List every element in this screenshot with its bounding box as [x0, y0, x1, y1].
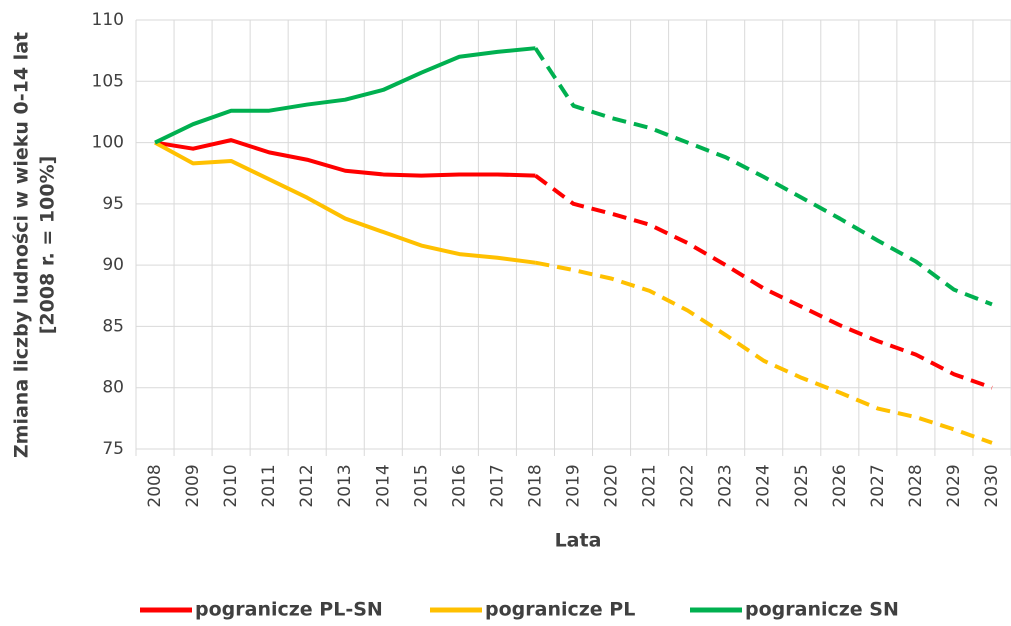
x-tick-label: 2018 [525, 464, 545, 507]
y-axis-title: [2008 r. = 100%] [37, 156, 59, 335]
y-tick-label: 80 [102, 378, 124, 398]
x-tick-label: 2008 [145, 464, 165, 507]
x-tick-label: 2017 [487, 464, 507, 507]
legend-label: pogranicze PL [485, 599, 635, 621]
x-tick-label: 2022 [678, 464, 698, 507]
x-tick-label: 2016 [449, 464, 469, 507]
series-line [154, 46, 536, 145]
y-tick-label: 75 [102, 439, 124, 459]
series-line-projection [534, 174, 993, 390]
x-tick-label: 2024 [754, 464, 774, 507]
y-tick-label: 105 [92, 71, 124, 91]
x-tick-label: 2011 [259, 464, 279, 507]
x-tick-label: 2014 [373, 464, 393, 507]
y-axis-title: Zmiana liczby ludności w wieku 0-14 lat [11, 32, 33, 458]
x-tick-label: 2030 [982, 464, 1002, 507]
x-tick-label: 2026 [830, 464, 850, 507]
x-tick-label: 2023 [716, 464, 736, 507]
x-tick-label: 2020 [602, 464, 622, 507]
series-line-projection [535, 260, 993, 445]
x-tick-label: 2013 [335, 464, 355, 507]
x-tick-label: 2029 [944, 464, 964, 507]
y-tick-label: 85 [102, 316, 124, 336]
x-tick-label: 2027 [868, 464, 888, 507]
x-tick-label: 2009 [183, 464, 203, 507]
y-tick-label: 95 [102, 194, 124, 214]
series-line-projection [533, 47, 993, 307]
y-tick-label: 110 [92, 10, 124, 30]
x-tick-label: 2012 [297, 464, 317, 507]
legend-label: pogranicze SN [745, 599, 899, 621]
series-line [154, 140, 536, 265]
x-tick-label: 2028 [906, 464, 926, 507]
y-tick-label: 90 [102, 255, 124, 275]
x-axis-title: Lata [555, 530, 602, 552]
x-tick-label: 2019 [564, 464, 584, 507]
x-tick-label: 2025 [792, 464, 812, 507]
x-tick-label: 2021 [640, 464, 660, 507]
y-tick-label: 100 [92, 133, 124, 153]
legend-label: pogranicze PL-SN [195, 599, 383, 621]
x-tick-label: 2010 [221, 464, 241, 507]
series-line [154, 138, 536, 178]
x-tick-label: 2015 [411, 464, 431, 507]
